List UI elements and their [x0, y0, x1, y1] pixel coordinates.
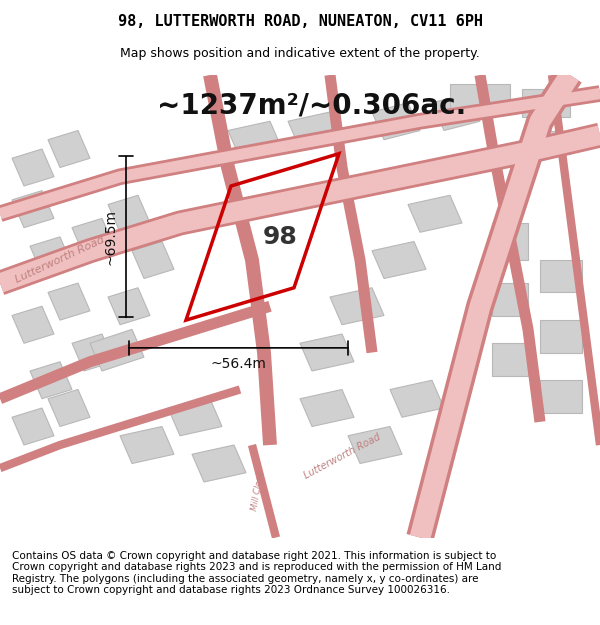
- Polygon shape: [48, 131, 90, 168]
- Polygon shape: [540, 320, 582, 352]
- Polygon shape: [522, 89, 570, 117]
- Polygon shape: [72, 218, 114, 256]
- Text: ~69.5m: ~69.5m: [104, 209, 118, 265]
- Polygon shape: [540, 260, 582, 292]
- Polygon shape: [12, 306, 54, 343]
- Polygon shape: [348, 426, 402, 464]
- Polygon shape: [228, 121, 282, 158]
- Polygon shape: [48, 389, 90, 426]
- Polygon shape: [492, 223, 528, 260]
- Polygon shape: [522, 131, 570, 154]
- Polygon shape: [48, 283, 90, 320]
- Text: ~56.4m: ~56.4m: [211, 357, 266, 371]
- Polygon shape: [492, 283, 528, 316]
- Polygon shape: [72, 334, 114, 371]
- Polygon shape: [330, 288, 384, 325]
- Polygon shape: [120, 426, 174, 464]
- Polygon shape: [12, 408, 54, 445]
- Polygon shape: [30, 362, 72, 399]
- Text: Contains OS data © Crown copyright and database right 2021. This information is : Contains OS data © Crown copyright and d…: [12, 551, 502, 596]
- Polygon shape: [390, 380, 444, 418]
- Polygon shape: [288, 112, 342, 149]
- Polygon shape: [90, 329, 144, 371]
- Polygon shape: [168, 399, 222, 436]
- Text: Lutterworth Road: Lutterworth Road: [14, 235, 106, 285]
- Polygon shape: [540, 380, 582, 412]
- Polygon shape: [372, 241, 426, 279]
- Text: Mill Close: Mill Close: [250, 471, 266, 512]
- Polygon shape: [372, 102, 420, 140]
- Polygon shape: [12, 191, 54, 228]
- Text: Lutterworth Road: Lutterworth Road: [302, 432, 382, 481]
- Text: 98, LUTTERWORTH ROAD, NUNEATON, CV11 6PH: 98, LUTTERWORTH ROAD, NUNEATON, CV11 6PH: [118, 14, 482, 29]
- Polygon shape: [108, 195, 150, 232]
- Polygon shape: [300, 389, 354, 426]
- Polygon shape: [408, 195, 462, 232]
- Polygon shape: [300, 334, 354, 371]
- Polygon shape: [12, 149, 54, 186]
- Polygon shape: [492, 343, 528, 376]
- Text: 98: 98: [263, 225, 298, 249]
- Polygon shape: [192, 445, 246, 482]
- Polygon shape: [450, 84, 510, 112]
- Text: Map shows position and indicative extent of the property.: Map shows position and indicative extent…: [120, 48, 480, 61]
- Polygon shape: [30, 237, 72, 274]
- Polygon shape: [432, 94, 480, 131]
- Polygon shape: [108, 288, 150, 325]
- Polygon shape: [132, 241, 174, 279]
- Text: ~1237m²/~0.306ac.: ~1237m²/~0.306ac.: [157, 91, 467, 119]
